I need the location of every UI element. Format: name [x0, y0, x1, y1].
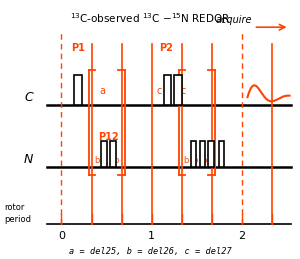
Text: a = del25, b = del26, c = del27: a = del25, b = del26, c = del27: [69, 247, 231, 256]
Bar: [101, 141, 107, 167]
Bar: [174, 75, 182, 105]
Text: rotor
period: rotor period: [4, 203, 32, 224]
Text: N: N: [24, 153, 33, 166]
Text: C: C: [24, 91, 33, 104]
Text: b: b: [183, 156, 189, 165]
Text: b: b: [114, 156, 119, 165]
Text: acquire: acquire: [215, 15, 252, 25]
Text: b: b: [201, 156, 207, 165]
Text: c: c: [180, 86, 186, 96]
Text: $^{13}$C-observed $^{13}$C $-^{15}$N REDOR: $^{13}$C-observed $^{13}$C $-^{15}$N RED…: [70, 12, 230, 25]
Text: 0: 0: [58, 231, 65, 241]
Text: P1: P1: [71, 43, 85, 53]
Text: 2: 2: [238, 231, 245, 241]
Text: c: c: [156, 86, 162, 96]
Text: a: a: [99, 86, 105, 96]
Bar: [74, 75, 82, 105]
Text: P2: P2: [160, 43, 173, 53]
Bar: [200, 141, 205, 167]
Bar: [219, 141, 224, 167]
Bar: [164, 75, 171, 105]
Bar: [208, 141, 214, 167]
Text: P12: P12: [99, 132, 119, 142]
Text: 1: 1: [148, 231, 155, 241]
Text: b: b: [192, 156, 198, 165]
Text: b: b: [94, 156, 100, 165]
Bar: [190, 141, 196, 167]
Bar: [110, 141, 116, 167]
